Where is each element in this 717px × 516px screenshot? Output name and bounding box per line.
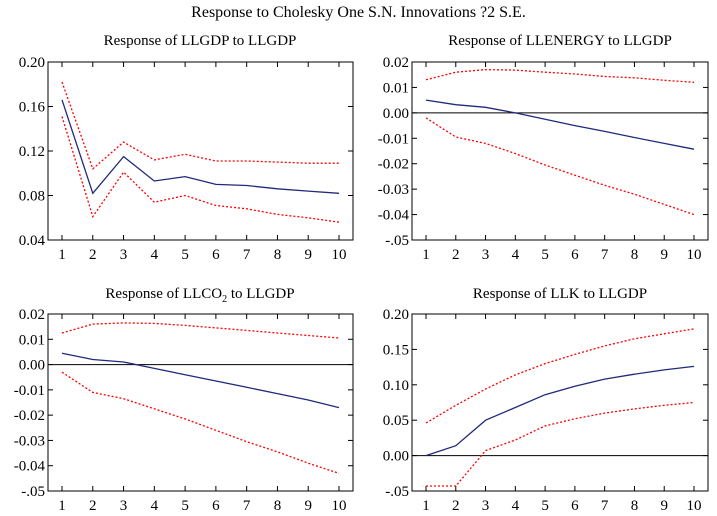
response-line [425, 99, 695, 150]
plot-frame [411, 313, 709, 492]
x-tick-label: 7 [601, 247, 609, 263]
x-tick-label: 8 [631, 247, 639, 263]
panel-3: Response of LLCO2 to LLGDP-.05-0.04-0.03… [14, 286, 354, 514]
lower-band-line [426, 401, 695, 487]
panel-1: Response of LLGDP to LLGDP 0.04 0.08 0.12 0.… [19, 33, 354, 263]
y-tick-label: -0.01 [14, 383, 45, 399]
panel-4: Response of LLK to LLGDP -.05 0.00 0.05 0.10… [383, 286, 709, 514]
y-tick-label: 0.00 [19, 358, 45, 374]
x-tick-label: 3 [120, 498, 128, 514]
upper-band-line [61, 322, 340, 339]
lower-band-line [61, 371, 340, 474]
upper-band-line [425, 68, 695, 83]
x-tick-label: 2 [452, 498, 460, 514]
upper-band-line [425, 328, 695, 424]
y-tick-label: -.05 [21, 484, 45, 500]
y-tick-label: -0.02 [378, 157, 409, 173]
x-tick-label: 6 [571, 498, 579, 514]
y-tick-label: -0.02 [14, 408, 45, 424]
y-tick-label: 0.10 [383, 378, 409, 394]
x-tick-label: 6 [571, 247, 579, 263]
x-tick-label: 10 [687, 498, 702, 514]
x-tick-label: 3 [482, 247, 490, 263]
lower-band-line [425, 117, 695, 216]
x-tick-label: 2 [89, 247, 97, 263]
x-tick-label: 2 [89, 498, 97, 514]
y-tick-label: -0.01 [378, 131, 409, 147]
x-tick-label: 1 [422, 247, 430, 263]
panel-title-main: Response of LLGDP to LLGDP [104, 33, 297, 49]
y-tick-label: 0.02 [383, 55, 409, 71]
y-tick-label: 0.20 [19, 55, 45, 71]
x-tick-label: 10 [332, 498, 347, 514]
panel-title-main: Response of LLCO [105, 286, 222, 302]
plot-frame [411, 61, 709, 241]
panel-title-rest: to LLGDP [227, 286, 295, 302]
x-tick-label: 4 [151, 498, 159, 514]
x-tick-label: 1 [58, 247, 66, 263]
x-tick-label: 8 [274, 247, 282, 263]
x-tick-label: 7 [243, 498, 251, 514]
panel-title: Response of LLK to LLGDP [473, 286, 647, 302]
x-tick-label: 5 [181, 498, 189, 514]
y-tick-label: 0.05 [383, 413, 409, 429]
x-tick-label: 7 [243, 247, 251, 263]
x-tick-label: 5 [181, 247, 189, 263]
y-tick-label: 0.00 [383, 106, 409, 122]
panel-2: Response of LLENERGY to LLGDP -.05 -0.04 -0… [378, 33, 709, 263]
plot-frame [47, 313, 354, 492]
y-tick-label: 0.16 [19, 100, 46, 116]
response-line [61, 99, 340, 195]
panel-title: Response of LLGDP to LLGDP [104, 33, 297, 49]
x-tick-label: 3 [120, 247, 128, 263]
x-tick-label: 3 [482, 498, 490, 514]
y-tick-label: 0.00 [383, 449, 409, 465]
y-tick-label: 0.01 [383, 80, 409, 96]
y-tick-label: -0.04 [14, 459, 46, 475]
panel-title: Response of LLENERGY to LLGDP [448, 33, 672, 49]
x-tick-label: 1 [58, 498, 66, 514]
y-tick-label: 0.20 [383, 307, 409, 323]
x-tick-label: 8 [274, 498, 282, 514]
y-tick-label: -.05 [385, 233, 409, 249]
y-tick-label: 0.01 [19, 332, 45, 348]
x-tick-label: 10 [687, 247, 702, 263]
x-tick-label: 2 [452, 247, 460, 263]
panel-title-main: Response of LLK to LLGDP [473, 286, 647, 302]
panel-title-main: Response of LLENERGY to LLGDP [448, 33, 672, 49]
lower-band-line [61, 116, 340, 223]
y-tick-label: 0.15 [383, 342, 409, 358]
y-tick-label: 0.12 [19, 144, 45, 160]
y-tick-label: -0.03 [14, 433, 45, 449]
x-tick-label: 5 [541, 498, 549, 514]
x-tick-label: 4 [512, 247, 520, 263]
response-line [425, 365, 695, 457]
x-tick-label: 1 [422, 498, 430, 514]
response-line [61, 352, 340, 409]
plot-frame [47, 61, 354, 241]
x-tick-label: 7 [601, 498, 609, 514]
x-tick-label: 9 [304, 498, 312, 514]
x-tick-label: 6 [212, 498, 220, 514]
y-tick-label: -0.03 [378, 182, 409, 198]
x-tick-label: 8 [631, 498, 639, 514]
x-tick-label: 9 [660, 247, 668, 263]
y-tick-label: -0.04 [378, 208, 410, 224]
x-tick-label: 9 [660, 498, 668, 514]
x-tick-label: 9 [304, 247, 312, 263]
panel-title: Response of LLCO2 to LLGDP [105, 286, 294, 305]
x-tick-label: 6 [212, 247, 220, 263]
y-tick-label: 0.02 [19, 307, 45, 323]
panel-title-subscript: 2 [222, 294, 227, 305]
y-tick-label: 0.08 [19, 189, 45, 205]
y-tick-label: -.05 [385, 484, 409, 500]
x-tick-label: 10 [332, 247, 347, 263]
x-tick-label: 4 [512, 498, 520, 514]
y-tick-label: 0.04 [19, 233, 46, 249]
upper-band-line [61, 81, 339, 170]
figure-title: Response to Cholesky One S.N. Innovation… [191, 4, 526, 21]
x-tick-label: 4 [151, 247, 159, 263]
x-tick-label: 5 [541, 247, 549, 263]
